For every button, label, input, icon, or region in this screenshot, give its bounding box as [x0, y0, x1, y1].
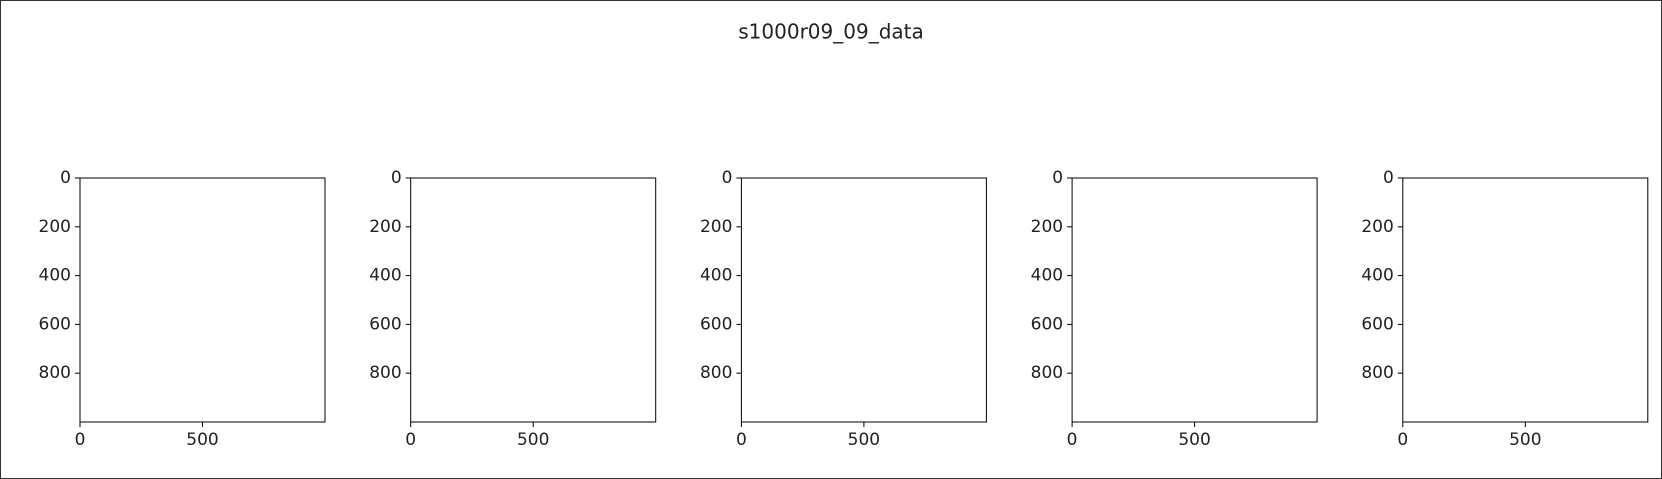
y-tick-label: 800 — [700, 363, 732, 383]
x-tick-label: 500 — [1509, 430, 1541, 450]
y-tick-label: 400 — [1031, 266, 1063, 286]
x-tick-label: 500 — [848, 430, 880, 450]
x-tick-label: 0 — [405, 430, 416, 450]
y-tick-label: 600 — [700, 314, 732, 334]
y-tick-label: 800 — [1361, 363, 1393, 383]
y-tick-label: 400 — [369, 266, 401, 286]
y-tick-label: 0 — [391, 168, 402, 188]
figure-title: s1000r09_09_data — [738, 20, 924, 44]
y-tick-label: 800 — [1031, 363, 1063, 383]
y-tick-label: 800 — [369, 363, 401, 383]
y-tick-label: 600 — [1031, 314, 1063, 334]
x-tick-label: 500 — [1178, 430, 1210, 450]
y-tick-label: 600 — [1361, 314, 1393, 334]
y-tick-label: 0 — [722, 168, 733, 188]
x-tick-label: 0 — [75, 430, 86, 450]
y-tick-label: 0 — [60, 168, 71, 188]
y-tick-label: 400 — [1361, 266, 1393, 286]
y-tick-label: 200 — [1031, 217, 1063, 237]
x-tick-label: 0 — [1067, 430, 1078, 450]
y-tick-label: 200 — [369, 217, 401, 237]
y-tick-label: 400 — [39, 266, 71, 286]
x-tick-label: 0 — [736, 430, 747, 450]
y-tick-label: 200 — [39, 217, 71, 237]
y-tick-label: 0 — [1383, 168, 1394, 188]
y-tick-label: 800 — [39, 363, 71, 383]
y-tick-label: 200 — [1361, 217, 1393, 237]
x-tick-label: 0 — [1397, 430, 1408, 450]
y-tick-label: 200 — [700, 217, 732, 237]
y-tick-label: 600 — [39, 314, 71, 334]
x-tick-label: 500 — [517, 430, 549, 450]
y-tick-label: 600 — [369, 314, 401, 334]
y-tick-label: 0 — [1052, 168, 1063, 188]
x-tick-label: 500 — [186, 430, 218, 450]
y-tick-label: 400 — [700, 266, 732, 286]
